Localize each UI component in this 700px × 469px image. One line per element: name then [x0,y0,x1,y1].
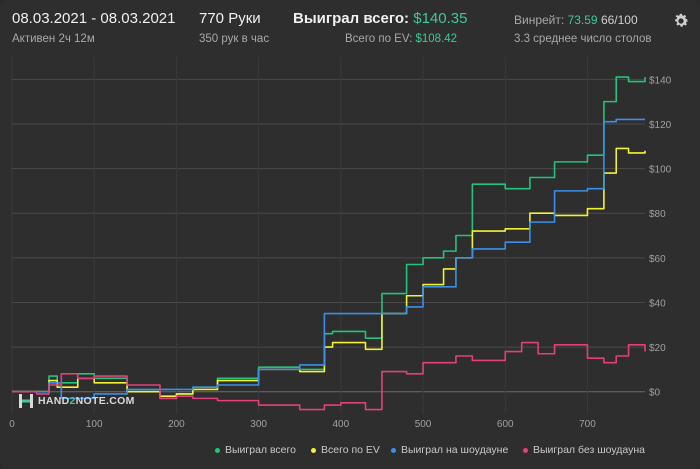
ev-total: Всего по EV: $108.42 [345,33,457,45]
legend-label: Выиграл всего [225,444,296,456]
series-lines [12,76,646,411]
winrate-score: 66/100 [600,13,638,27]
y-tick-labels: $0 $20 $40 $60 $80 $100 $120 $140 [649,75,672,398]
legend-item-showdown[interactable]: Выиграл на шоудауне [391,444,508,456]
y-tick-label: $100 [649,165,672,176]
y-tick-label: $140 [649,75,672,86]
legend-dot-showdown [391,447,396,453]
legend-item-ev[interactable]: Всего по EV [311,444,380,456]
ev-label: Всего по EV: [345,33,413,45]
hands-per-hour: 350 рук в час [199,33,270,45]
x-tick-label: 300 [250,419,267,430]
legend-dot-ev [311,447,316,453]
y-tick-label: $120 [649,120,672,131]
legend-label: Всего по EV [321,444,380,456]
x-tick-label: 500 [415,419,432,430]
legend-item-won-total[interactable]: Выиграл всего [215,444,296,456]
ev-value: $108.42 [415,33,458,45]
y-tick-label: $20 [649,343,666,354]
gear-icon[interactable] [672,12,690,30]
x-tick-labels: 0 100 200 300 400 500 600 700 [9,419,596,430]
x-tick-label: 400 [332,419,349,430]
series-line-3 [12,341,646,411]
legend-label: Выиграл без шоудауна [533,444,645,456]
logo-text-two: 2 [69,394,76,407]
hand2note-logo: HAND2NOTE.COM [18,393,135,409]
winrate-label: Винрейт: [514,13,565,27]
active-time: Активен 2ч 12м [12,33,95,45]
legend-dot-won-total [215,447,220,453]
legend-dot-non-showdown [523,447,528,453]
logo-text-right: NOTE.COM [75,394,135,407]
legend-item-non-showdown[interactable]: Выиграл без шоудауна [523,444,645,456]
x-tick-label: 600 [497,419,514,430]
y-tick-label: $60 [649,254,666,265]
x-tick-label: 0 [9,419,15,430]
series-line-0 [12,76,646,400]
date-range: 08.03.2021 - 08.03.2021 [12,10,176,27]
winrate-value: 73.59 [567,13,598,27]
hand2note-logo-icon [19,394,33,408]
y-tick-label: $40 [649,298,666,309]
y-tick-label: $0 [649,388,661,399]
series-line-1 [12,147,646,397]
avg-tables: 3.3 среднее число столов [514,33,652,45]
x-tick-label: 100 [86,419,103,430]
won-total-value: $140.35 [413,10,468,27]
series-line-2 [12,118,645,400]
won-total-label: Выиграл всего: [293,10,410,27]
hands-count: 770 Руки [199,10,261,27]
x-tick-label: 200 [168,419,185,430]
won-total: Выиграл всего: $140.35 [293,10,467,27]
y-tick-label: $80 [649,209,666,220]
logo-text-left: HAND [38,394,70,407]
x-tick-label: 700 [579,419,596,430]
grid-lines [11,57,645,414]
legend-label: Выиграл на шоудауне [401,444,509,456]
winrate: Винрейт: 73.59 66/100 [514,13,638,27]
